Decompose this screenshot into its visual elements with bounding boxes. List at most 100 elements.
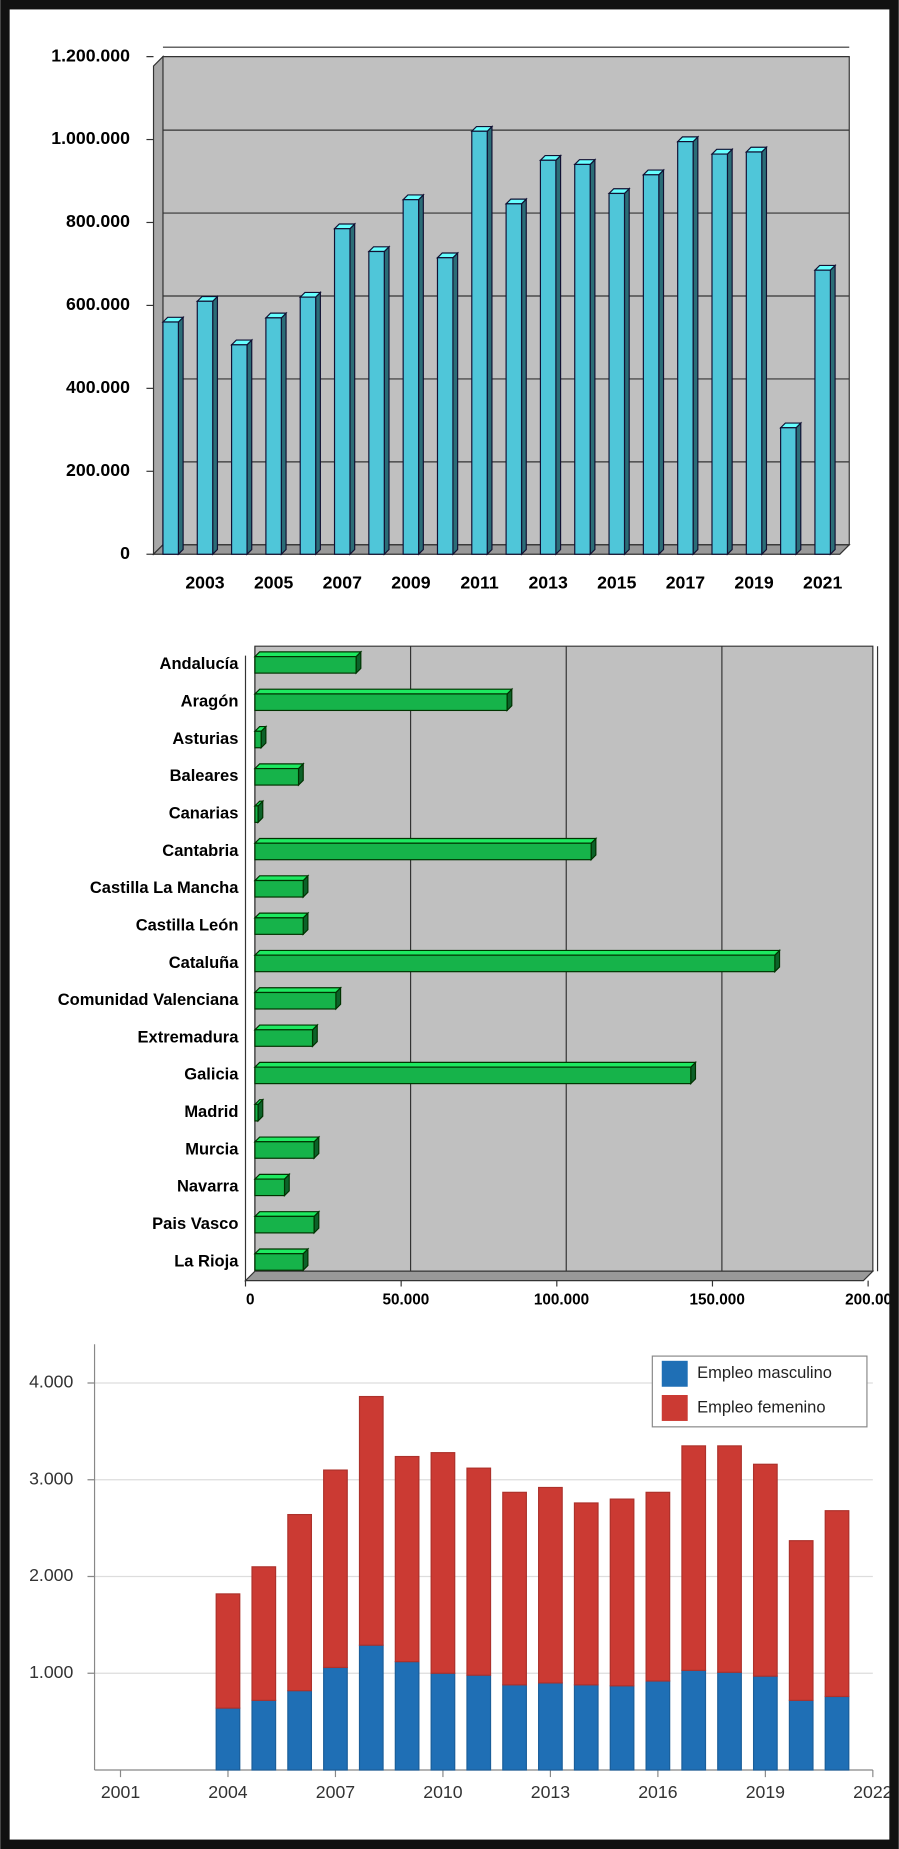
y-tick-label: La Rioja <box>174 1252 239 1270</box>
bar-segment <box>681 1669 707 1771</box>
bar-top <box>253 651 363 658</box>
y-tick-label: Galicia <box>184 1066 239 1084</box>
bar-segment <box>215 1707 241 1771</box>
bar <box>814 269 831 555</box>
legend-swatch <box>661 1360 688 1387</box>
bar <box>471 130 488 555</box>
bar-top <box>253 1061 697 1068</box>
bar-segment <box>717 1671 742 1771</box>
bar-side <box>452 251 459 556</box>
bar-segment <box>251 1566 277 1701</box>
bar-side <box>795 421 802 556</box>
x-tick-label: 2011 <box>460 572 499 592</box>
y-tick-label: Extremadura <box>138 1028 240 1046</box>
y-tick-label: 800.000 <box>66 211 130 231</box>
bar-segment <box>573 1502 599 1686</box>
bar-segment <box>215 1593 241 1709</box>
bar <box>254 954 776 973</box>
x-tick-label: 2022 <box>853 1782 892 1802</box>
bar-segment <box>502 1684 527 1771</box>
bar-side <box>212 295 219 556</box>
y-tick-label: Navarra <box>177 1178 239 1196</box>
y-tick-label: 4.000 <box>29 1372 73 1392</box>
bar <box>254 1029 314 1047</box>
bar <box>254 1178 286 1197</box>
x-tick-label: 2013 <box>528 572 567 592</box>
y-tick-label: Comunidad Valenciana <box>58 991 239 1009</box>
bar-top <box>253 1136 321 1143</box>
y-tick-label: 600.000 <box>66 294 130 314</box>
bar-side <box>383 245 390 556</box>
x-tick-label: 0 <box>246 1292 255 1309</box>
bar-top <box>253 688 514 695</box>
bar <box>196 300 214 555</box>
bar-side <box>315 290 321 556</box>
y-tick-label: Pais Vasco <box>152 1215 238 1233</box>
bar <box>333 228 351 555</box>
bar-segment <box>788 1699 814 1771</box>
bar <box>780 427 797 555</box>
bar-side <box>280 311 287 556</box>
bar <box>368 250 385 555</box>
bar <box>436 257 454 555</box>
bar <box>642 174 660 555</box>
bar-side <box>658 168 665 556</box>
bar-segment <box>752 1675 778 1771</box>
x-tick-label: 2010 <box>423 1782 462 1802</box>
bar-top <box>253 837 598 844</box>
x-tick-label: 2019 <box>746 1782 785 1802</box>
bar <box>254 1215 315 1234</box>
y-tick-label: 3.000 <box>29 1468 73 1488</box>
bar-top <box>253 1248 310 1255</box>
bar-top <box>253 912 310 919</box>
bar-side <box>520 197 527 556</box>
x-tick-label: 2003 <box>185 572 224 592</box>
x-tick-label: 2005 <box>254 572 293 592</box>
bar-side <box>829 264 836 556</box>
bar-segment <box>394 1661 420 1771</box>
bar <box>254 730 262 749</box>
bar <box>254 879 304 898</box>
bar <box>254 842 592 861</box>
bar-segment <box>788 1540 814 1701</box>
bar-side <box>692 135 699 556</box>
x-tick-label: 50.000 <box>382 1292 429 1309</box>
y-tick-label: 1.000 <box>29 1662 73 1682</box>
x-tick-label: 2016 <box>638 1782 677 1802</box>
bar <box>254 805 259 823</box>
bar-segment <box>717 1445 742 1673</box>
bar-top <box>253 949 781 956</box>
bar <box>254 1103 259 1122</box>
x-tick-label: 150.000 <box>690 1292 745 1309</box>
bar-segment <box>430 1452 456 1674</box>
bar-side <box>418 193 424 556</box>
bar-side <box>623 187 630 556</box>
y-tick-label: 2.000 <box>29 1565 73 1585</box>
floor <box>244 1270 875 1282</box>
y-tick-label: 200.000 <box>66 460 130 480</box>
bar-segment <box>824 1695 850 1771</box>
y-tick-label: Murcia <box>185 1140 239 1158</box>
bar-segment <box>358 1644 384 1771</box>
bar-top <box>253 763 305 770</box>
bar <box>608 192 626 555</box>
legend-label: Empleo masculino <box>697 1364 832 1382</box>
bar <box>505 203 523 555</box>
bar-segment <box>287 1690 313 1771</box>
y-tick-label: Baleares <box>170 767 239 785</box>
bar-side <box>486 125 493 556</box>
bar <box>162 321 179 555</box>
bar-side <box>726 147 733 556</box>
bar-segment <box>358 1395 384 1646</box>
side-wall <box>152 55 164 556</box>
bar-segment <box>752 1463 778 1677</box>
bar-side <box>555 154 562 556</box>
y-tick-label: Canarias <box>169 804 239 822</box>
x-tick-label: 2009 <box>391 572 430 592</box>
bar-segment <box>645 1680 671 1771</box>
y-tick-label: Asturias <box>172 730 238 748</box>
bar-segment <box>538 1682 563 1771</box>
y-tick-label: Castilla La Mancha <box>90 879 239 897</box>
bar-top <box>253 1173 291 1180</box>
